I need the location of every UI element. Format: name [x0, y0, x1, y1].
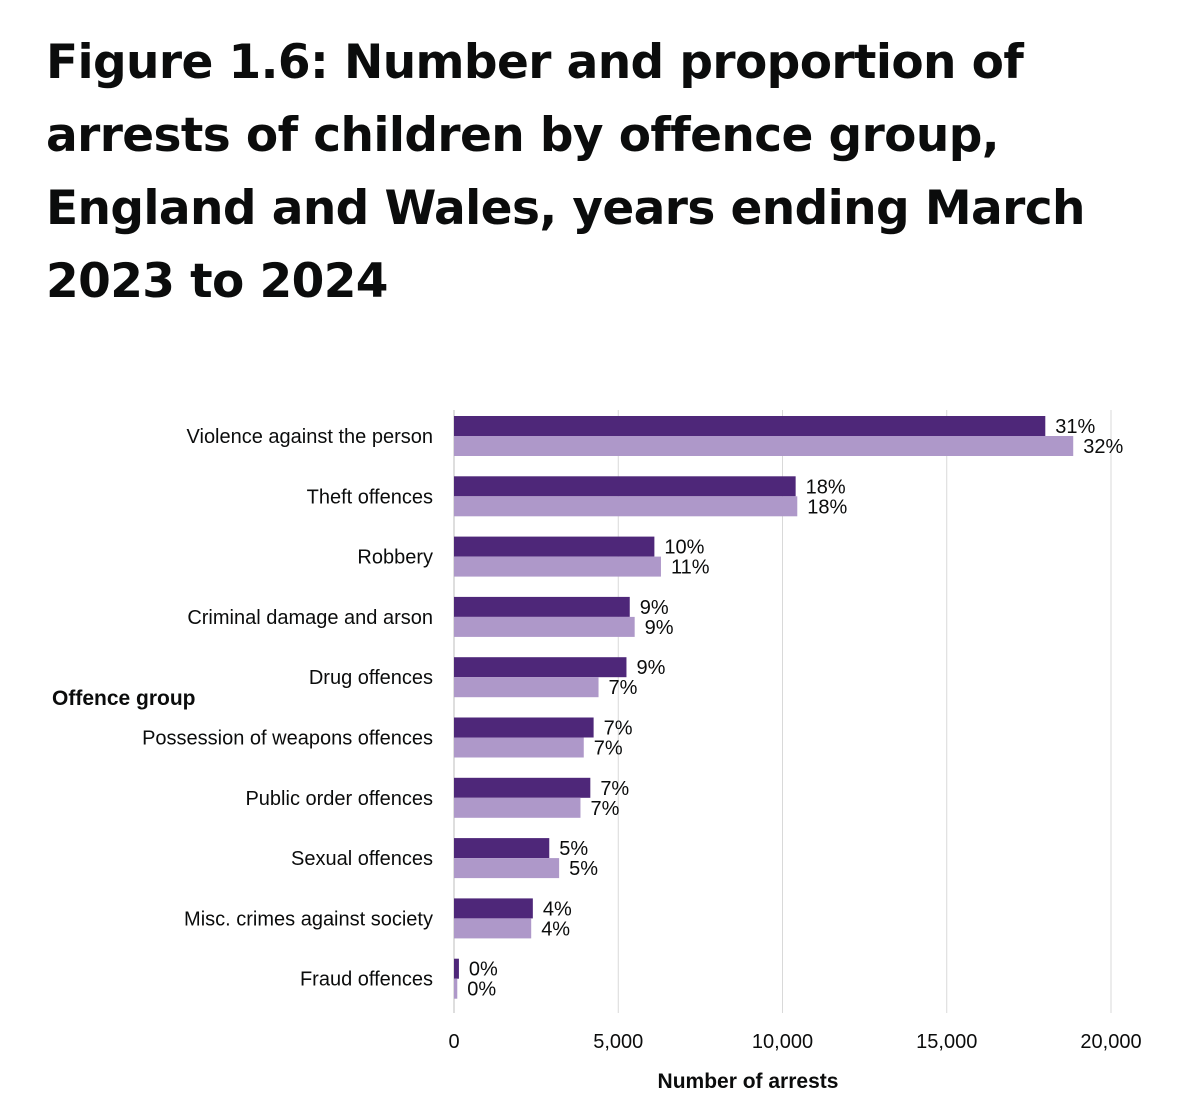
bar	[454, 797, 581, 818]
x-tick-label: 10,000	[752, 1031, 813, 1053]
category-label: Criminal damage and arson	[187, 607, 433, 629]
category-label: Possession of weapons offences	[142, 728, 433, 750]
data-label: 9%	[640, 597, 669, 619]
bar	[454, 677, 599, 698]
data-label: 4%	[541, 918, 570, 940]
data-label: 5%	[559, 838, 588, 860]
category-labels: Violence against the person Theft offence…	[142, 426, 433, 991]
bar	[454, 717, 594, 738]
x-tick-label: 0	[448, 1031, 459, 1053]
y-axis-title: Offence group	[52, 687, 196, 710]
bar	[454, 657, 627, 678]
data-label: 7%	[594, 738, 623, 760]
data-label: 7%	[604, 718, 633, 740]
bar	[454, 556, 661, 577]
data-label: 7%	[590, 798, 619, 820]
data-label: 9%	[645, 617, 674, 639]
bar	[454, 978, 458, 999]
bar	[454, 496, 798, 517]
category-label: Violence against the person	[187, 426, 433, 448]
bar	[454, 918, 532, 939]
data-label: 18%	[806, 476, 846, 498]
category-label: Theft offences	[307, 486, 433, 508]
data-label: 0%	[469, 959, 498, 981]
category-label: Public order offences	[245, 788, 433, 810]
data-label: 4%	[543, 898, 572, 920]
data-label: 0%	[467, 979, 496, 1001]
bar	[454, 737, 584, 758]
data-label: 9%	[636, 657, 665, 679]
category-label: Sexual offences	[291, 848, 433, 870]
category-label: Misc. crimes against society	[184, 908, 433, 930]
bar	[454, 536, 655, 557]
data-label: 11%	[671, 557, 710, 579]
data-label: 31%	[1055, 416, 1095, 438]
x-tick-labels: 0 5,000 10,000 15,000 20,000	[448, 1031, 1141, 1053]
x-tick-label: 20,000	[1080, 1031, 1141, 1053]
category-label: Drug offences	[309, 667, 433, 689]
bar	[454, 898, 533, 919]
data-label: 32%	[1083, 436, 1123, 458]
bar	[454, 958, 459, 979]
x-tick-label: 15,000	[916, 1031, 977, 1053]
x-tick-label: 5,000	[593, 1031, 643, 1053]
x-axis-title: Number of arrests	[658, 1070, 839, 1093]
data-label: 10%	[664, 537, 704, 559]
bar	[454, 476, 796, 497]
category-label: Fraud offences	[300, 969, 433, 991]
bar	[454, 596, 630, 617]
bar	[454, 436, 1074, 456]
bar	[454, 777, 591, 798]
bar	[454, 858, 560, 879]
bar	[454, 838, 550, 859]
data-label: 18%	[807, 496, 847, 518]
category-label: Robbery	[357, 547, 433, 569]
figure-title: Figure 1.6: Number and proportion of arr…	[46, 35, 1085, 309]
bar	[454, 416, 1046, 436]
data-labels: 31%32%18%18%10%11%9%9%9%7%7%7%7%7%5%5%4%…	[467, 416, 1123, 1001]
bar	[454, 616, 635, 637]
data-label: 7%	[609, 677, 638, 699]
data-label: 5%	[569, 858, 598, 880]
data-label: 7%	[600, 778, 629, 800]
bars	[454, 416, 1074, 999]
